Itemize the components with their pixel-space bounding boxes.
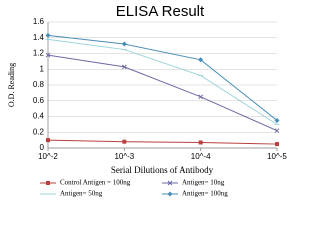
x-tick-label: 10^-4 [191,152,211,161]
marker [121,64,127,70]
marker [45,32,51,38]
legend-label: Antigen= 50ng [60,190,103,198]
marker [167,180,173,186]
y-axis-label: O.D. Reading [7,63,16,107]
marker [198,140,203,145]
y-tick-label: 0.2 [33,127,45,136]
y-tick-label: 1.6 [33,17,45,26]
x-tick-label: 10^-5 [267,152,287,161]
series-line [47,54,278,132]
marker [274,128,280,134]
x-axis-label: Serial Dilutions of Antibody [111,165,214,175]
marker [198,57,204,63]
marker [275,142,279,147]
legend-label: Antigen= 10ng [182,179,225,187]
x-tick-label: 10^-3 [114,152,134,161]
legend-label: Control Antigen = 100ng [60,179,131,187]
marker [274,117,280,123]
background [0,0,300,200]
marker [45,52,51,58]
legend-label: Antigen= 100ng [182,190,228,198]
series-line [47,34,278,121]
marker [198,94,204,100]
marker [121,41,127,47]
series-line [47,139,278,145]
x-tick-label: 10^-2 [38,152,58,161]
y-tick-label: 1 [40,64,45,73]
y-tick-label: 0.6 [33,96,45,105]
series-line [47,38,278,125]
marker [46,181,50,185]
marker [167,191,173,197]
chart-title: ELISA Result [116,3,205,20]
y-tick-label: 0 [40,143,45,152]
y-tick-label: 1.4 [33,33,45,42]
y-tick-label: 1.2 [33,49,45,58]
chart: ELISA Result O.D. Reading Serial Dilutio… [0,0,300,200]
marker [46,138,50,143]
y-tick-label: 0.8 [33,80,45,89]
y-tick-label: 0.4 [33,112,45,121]
marker [122,139,127,144]
